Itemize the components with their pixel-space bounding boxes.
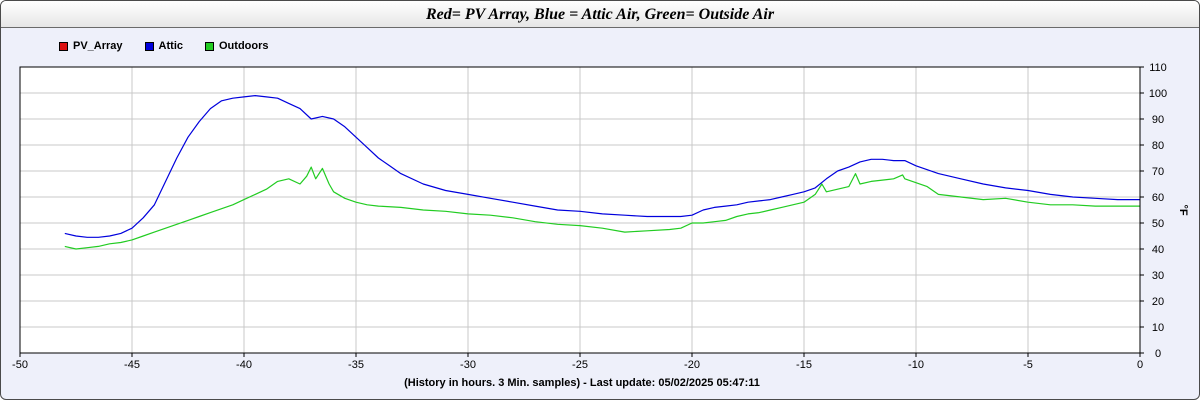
y-tick-label: 50: [1152, 218, 1164, 230]
y-tick-label: 30: [1152, 270, 1164, 282]
legend-swatch-attic: [144, 41, 154, 51]
legend-label-pv-array: PV_Array: [73, 40, 123, 52]
x-tick-label: -20: [684, 359, 700, 371]
x-tick-label: -45: [124, 359, 140, 371]
x-tick-label: -5: [1023, 359, 1033, 371]
y-tick-label: 90: [1152, 114, 1164, 126]
x-tick-label: -15: [796, 359, 812, 371]
y-tick-label: 20: [1152, 296, 1164, 308]
x-tick-label: -30: [460, 359, 476, 371]
legend: PV_Array Attic Outdoors: [59, 39, 291, 53]
legend-item-pv-array: PV_Array: [59, 40, 123, 52]
series-line-attic: [64, 94, 1140, 238]
x-tick-label: -50: [12, 359, 28, 371]
y-tick-label: 60: [1152, 192, 1164, 204]
x-tick-label: -10: [908, 359, 924, 371]
x-tick-label: -35: [348, 359, 364, 371]
y-tick-label: 10: [1152, 322, 1164, 334]
legend-label-attic: Attic: [158, 40, 183, 52]
legend-swatch-outdoors: [205, 41, 214, 51]
series-line-outdoors: [64, 166, 1140, 250]
x-tick-label: 0: [1137, 359, 1143, 371]
y-tick-label: 40: [1152, 244, 1164, 256]
legend-label-outdoors: Outdoors: [219, 40, 269, 52]
x-axis-label: (History in hours. 3 Min. samples) - Las…: [404, 377, 760, 389]
y-tick-label: 0: [1155, 348, 1161, 360]
legend-item-outdoors: Outdoors: [205, 40, 269, 52]
legend-item-attic: Attic: [144, 40, 183, 52]
chart-title: Red= PV Array, Blue = Attic Air, Green= …: [1, 1, 1199, 28]
x-tick-label: -40: [236, 359, 252, 371]
series-layer: [64, 94, 1140, 250]
y-tick-label: 100: [1149, 88, 1167, 100]
y-tick-label: 80: [1152, 140, 1164, 152]
y-tick-label: 110: [1149, 62, 1167, 74]
y-axis-label: °F: [1177, 204, 1189, 215]
axis-ticks: -50 -45 -40 -35 -30 -25 -20 -15 -10 -5 00102030405…: [12, 62, 1167, 371]
legend-swatch-pv-array: [59, 41, 68, 51]
x-tick-label: -25: [572, 359, 588, 371]
y-tick-label: 70: [1152, 166, 1164, 178]
